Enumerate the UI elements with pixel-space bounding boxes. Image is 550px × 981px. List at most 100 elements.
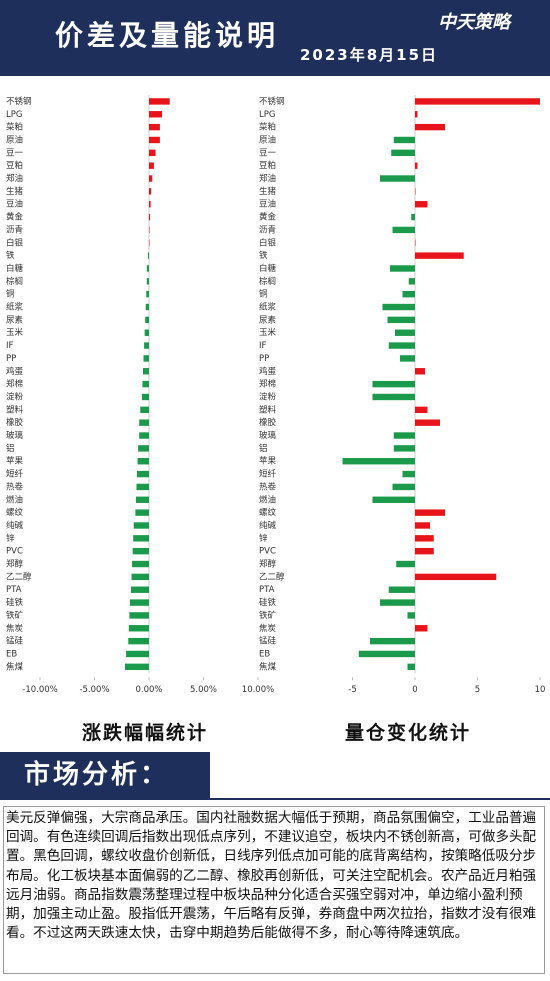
category-label: 焦煤 [259, 661, 277, 672]
bar [136, 483, 149, 491]
bar [370, 637, 415, 645]
category-label: 塑料 [6, 404, 24, 415]
category-label: PVC [259, 547, 276, 557]
category-label: 鸡蛋 [259, 366, 277, 377]
category-label: 玉米 [6, 327, 24, 338]
bar [146, 278, 149, 285]
category-label: 锰硅 [6, 636, 24, 647]
category-label: 橡胶 [259, 417, 277, 428]
bar [141, 393, 149, 401]
logo: 中天策略 [438, 12, 510, 33]
bar [387, 316, 415, 324]
category-label: 乙二醇 [6, 571, 32, 582]
bar [149, 149, 156, 157]
category-label: 铁 [6, 250, 15, 261]
bar [126, 650, 149, 658]
category-label: 白糖 [6, 263, 24, 274]
category-label: 菜粕 [6, 122, 23, 133]
bar [129, 612, 149, 619]
category-label: 沥青 [6, 224, 23, 235]
bar [411, 213, 415, 221]
category-label: 铁矿 [6, 610, 24, 621]
category-label: 纸浆 [259, 302, 277, 313]
x-tick-label: -10.00% [22, 685, 57, 695]
category-label: 豆粕 [259, 160, 276, 171]
bar [149, 111, 163, 118]
bar [395, 329, 415, 336]
category-label: 纯碱 [259, 520, 277, 531]
bar [144, 329, 149, 336]
bar [372, 393, 415, 401]
category-label: 棕榈 [6, 276, 23, 287]
bar [415, 123, 445, 131]
category-label: 热卷 [6, 481, 24, 492]
category-label: 螺纹 [259, 507, 277, 518]
section-rule [0, 798, 550, 800]
category-label: PP [259, 354, 269, 364]
bar [393, 445, 415, 452]
category-label: 硅铁 [259, 597, 277, 608]
header-date: 2023年8月15日 [300, 46, 439, 64]
category-label: 纯碱 [6, 520, 24, 531]
category-label: 乙二醇 [259, 571, 285, 582]
bar [407, 663, 415, 671]
category-label: 铜 [6, 289, 15, 300]
bar [145, 316, 149, 324]
bar [135, 496, 149, 503]
category-label: 铝 [6, 443, 15, 454]
category-label: 玉米 [259, 327, 277, 338]
category-label: 橡胶 [6, 417, 24, 428]
x-tick-label: 10 [535, 685, 546, 695]
x-tick-label: 5 [475, 685, 480, 695]
bar [145, 303, 149, 311]
bar [382, 303, 415, 311]
category-label: 不锈钢 [6, 96, 32, 107]
category-label: 尿素 [259, 314, 277, 325]
bar [415, 509, 445, 516]
category-label: 生猪 [6, 186, 24, 197]
bar [131, 573, 149, 581]
category-label: 棕榈 [259, 276, 276, 287]
x-tick-label: 0 [412, 685, 417, 695]
category-label: 苹果 [259, 456, 277, 467]
bar [408, 278, 415, 285]
category-label: PTA [6, 585, 22, 595]
x-tick-label: 10.00% [242, 685, 274, 695]
category-label: 短纤 [6, 469, 24, 480]
bar [133, 535, 149, 542]
category-label: 铜 [259, 289, 268, 300]
category-label: 黄金 [6, 212, 24, 223]
bar [149, 213, 151, 221]
bar [132, 560, 149, 568]
category-label: 玻璃 [259, 430, 277, 441]
bar [147, 252, 149, 259]
category-label: 鸡蛋 [6, 366, 24, 377]
bar [146, 265, 149, 272]
category-label: 豆一 [259, 148, 277, 158]
category-label: 锌 [6, 533, 15, 544]
bar [372, 496, 415, 503]
category-label: 菜粕 [259, 122, 276, 133]
category-label: 豆粕 [6, 160, 23, 171]
bar [415, 406, 428, 414]
category-label: 郑醇 [259, 559, 277, 570]
bar [415, 522, 430, 529]
bar [415, 201, 428, 208]
x-tick-label: 5.00% [190, 685, 217, 695]
bar [144, 342, 149, 349]
bar [358, 650, 415, 658]
category-label: 焦炭 [6, 623, 24, 634]
category-label: 铁矿 [259, 610, 277, 621]
category-label: 焦煤 [6, 661, 24, 672]
bar [135, 509, 149, 516]
category-label: 燃油 [259, 494, 276, 505]
bar [415, 111, 418, 118]
category-label: IF [6, 341, 14, 351]
bar [388, 586, 415, 593]
bar [390, 265, 415, 272]
category-label: 豆一 [6, 148, 24, 158]
bar [133, 522, 149, 529]
bar [149, 98, 170, 105]
bar [139, 432, 149, 439]
bar [149, 136, 160, 144]
